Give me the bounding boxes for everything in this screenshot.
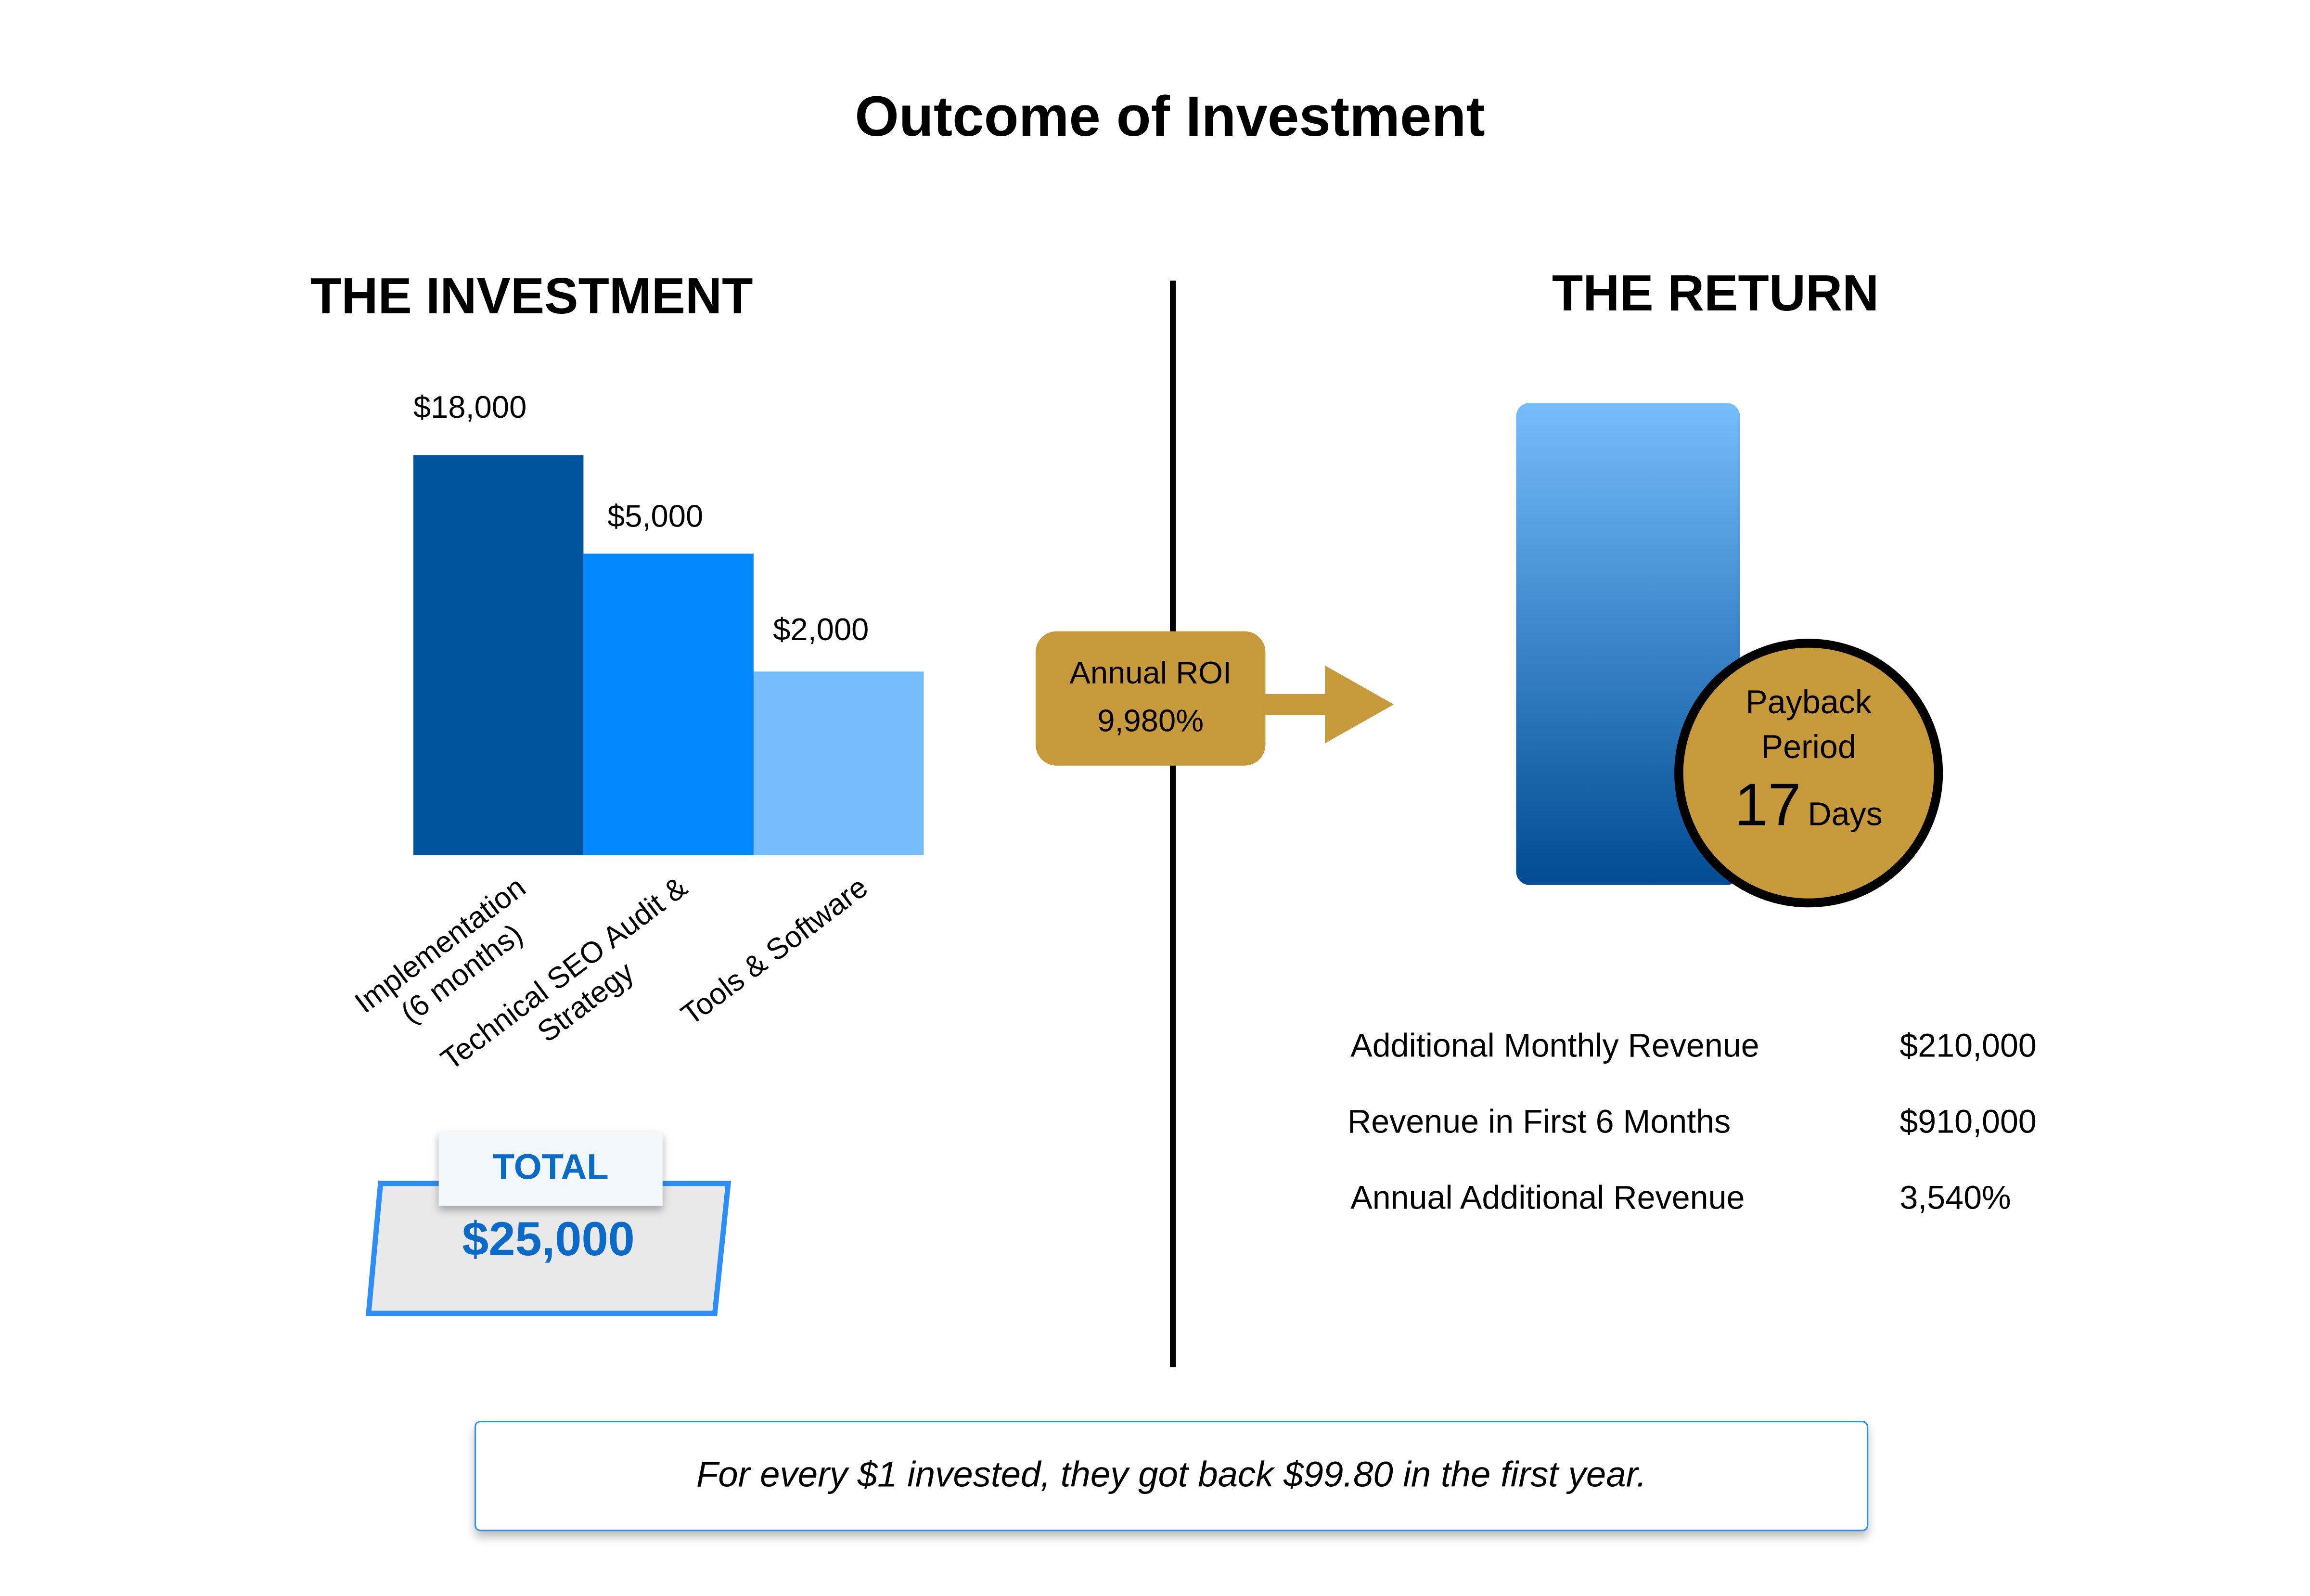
stat-value: $210,000 bbox=[1899, 1027, 2037, 1064]
total-label: TOTAL bbox=[438, 1131, 663, 1206]
payback-label: Period bbox=[1761, 728, 1856, 766]
payback-unit: Days bbox=[1808, 795, 1883, 833]
stat-label: Annual Additional Revenue bbox=[1350, 1179, 1745, 1217]
section-divider bbox=[1170, 280, 1176, 1367]
bar-implementation bbox=[413, 455, 584, 855]
stat-row: Additional Monthly Revenue $210,000 bbox=[1350, 1027, 2066, 1066]
stat-row: Revenue in First 6 Months $910,000 bbox=[1348, 1103, 2064, 1142]
stat-value: $910,000 bbox=[1899, 1103, 2037, 1141]
payback-label: Payback bbox=[1745, 683, 1872, 721]
return-heading: THE RETURN bbox=[1552, 265, 1879, 322]
payback-badge: Payback Period 17 Days bbox=[1674, 639, 1943, 908]
roi-label: Annual ROI bbox=[1069, 656, 1232, 691]
bar-tools bbox=[753, 671, 924, 855]
payback-number: 17 bbox=[1734, 773, 1801, 839]
right-arrow-icon bbox=[1265, 665, 1394, 744]
category-label: Tools & Software bbox=[675, 871, 874, 1032]
stat-label: Revenue in First 6 Months bbox=[1348, 1103, 1731, 1141]
stat-row: Annual Additional Revenue 3,540% bbox=[1350, 1179, 2066, 1218]
stat-label: Additional Monthly Revenue bbox=[1350, 1027, 1759, 1064]
bar-seo-audit bbox=[583, 553, 754, 855]
total-value: $25,000 bbox=[462, 1211, 635, 1266]
footer-quote: For every $1 invested, they got back $99… bbox=[475, 1420, 1869, 1532]
investment-bar-chart: $18,000 $5,000 $2,000 bbox=[413, 373, 924, 855]
stat-value: 3,540% bbox=[1899, 1179, 2011, 1217]
page-title: Outcome of Investment bbox=[855, 86, 1485, 150]
bar-value-label: $18,000 bbox=[413, 391, 527, 425]
roi-badge: Annual ROI 9,980% bbox=[1035, 631, 1266, 766]
bar-value-label: $5,000 bbox=[607, 500, 704, 535]
investment-heading: THE INVESTMENT bbox=[310, 269, 753, 325]
bar-value-label: $2,000 bbox=[773, 613, 869, 648]
roi-value: 9,980% bbox=[1097, 704, 1204, 739]
